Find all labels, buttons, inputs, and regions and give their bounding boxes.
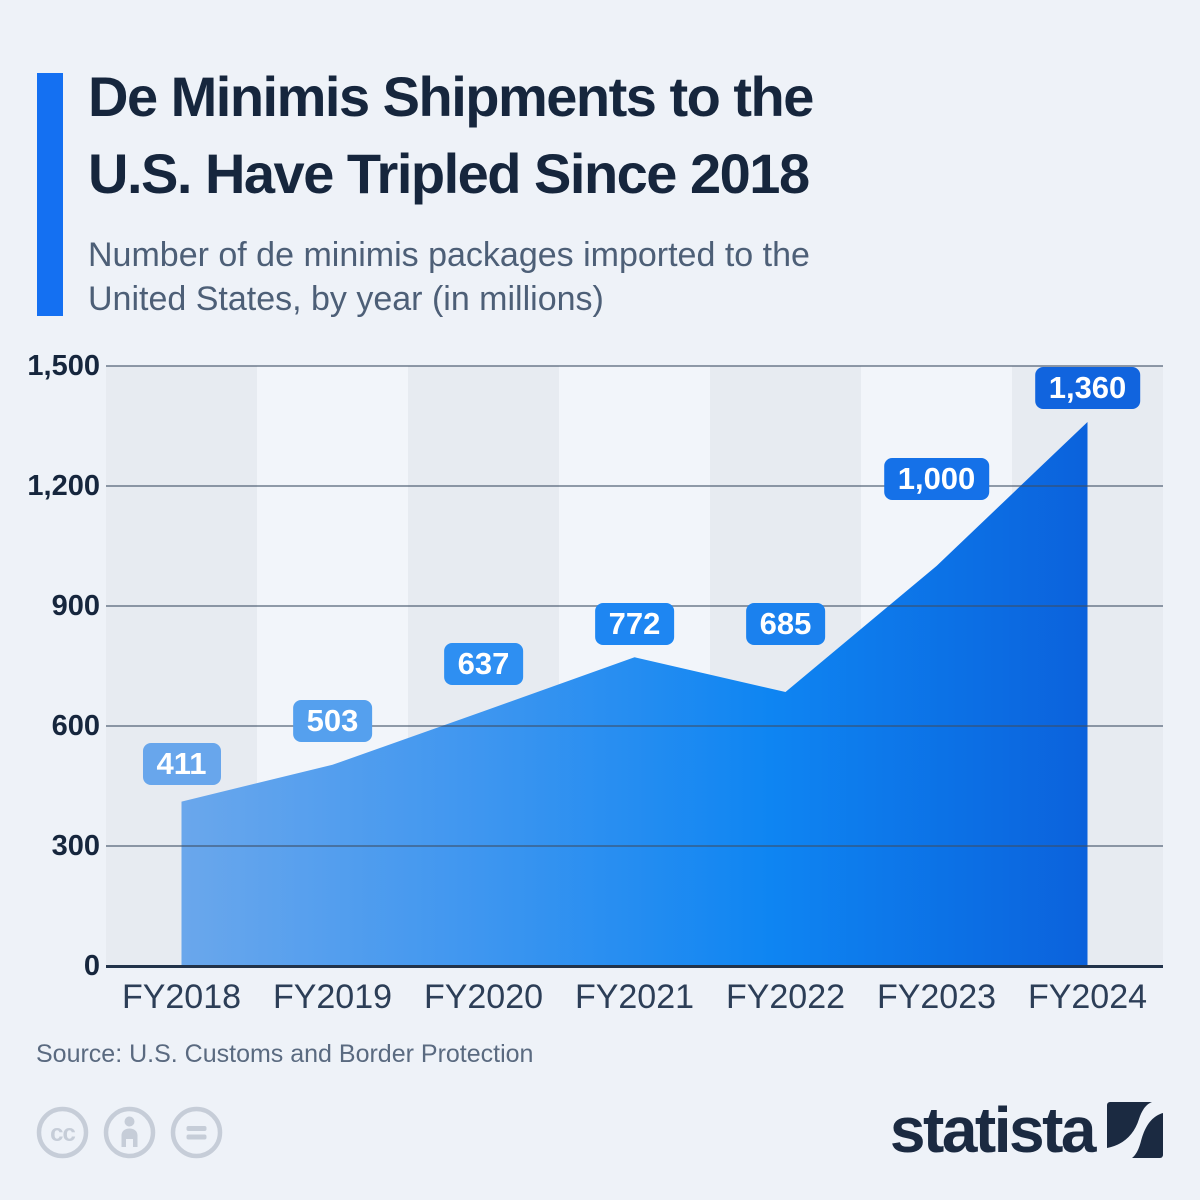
gridline-300	[106, 845, 1163, 847]
cc-icon: cc	[36, 1106, 89, 1159]
value-label-FY2020: 637	[443, 643, 524, 686]
x-axis-label-FY2021: FY2021	[574, 978, 695, 1016]
y-axis-label-900: 900	[51, 590, 100, 622]
value-label-FY2021: 772	[594, 603, 675, 646]
gridline-600	[106, 725, 1163, 727]
x-axis-label-FY2020: FY2020	[423, 978, 544, 1016]
y-axis-label-300: 300	[51, 830, 100, 862]
title-line-2: U.S. Have Tripled Since 2018	[88, 142, 810, 205]
y-axis-label-0: 0	[83, 950, 100, 982]
page-subtitle: Number of de minimis packages imported t…	[88, 233, 1128, 321]
subtitle-line-1: Number of de minimis packages imported t…	[88, 236, 810, 274]
area-polygon	[181, 422, 1088, 966]
title-accent-bar	[37, 73, 63, 316]
x-axis-label-FY2024: FY2024	[1027, 978, 1148, 1016]
svg-text:cc: cc	[50, 1120, 75, 1147]
no-derivatives-icon	[170, 1106, 223, 1159]
value-label-FY2019: 503	[292, 699, 373, 742]
x-axis-label-FY2019: FY2019	[272, 978, 393, 1016]
value-label-FY2022: 685	[745, 603, 826, 645]
attribution-person-icon	[103, 1106, 156, 1159]
license-icons: cc	[36, 1106, 223, 1159]
x-axis-line	[106, 964, 1163, 968]
x-axis-label-FY2018: FY2018	[121, 978, 242, 1016]
gridline-1,200	[106, 485, 1163, 487]
x-axis-label-FY2023: FY2023	[876, 978, 997, 1016]
gridline-1,500	[106, 365, 1163, 367]
value-label-FY2018: 411	[142, 742, 221, 785]
y-axis-label-1,500: 1,500	[27, 350, 100, 382]
source-note: Source: U.S. Customs and Border Protecti…	[36, 1040, 534, 1068]
statista-logo-text: statista	[889, 1094, 1097, 1166]
shipments-area-series	[181, 422, 1088, 966]
page-title: De Minimis Shipments to the U.S. Have Tr…	[88, 58, 1168, 212]
title-line-1: De Minimis Shipments to the	[88, 65, 814, 128]
statista-logo-mark	[1107, 1102, 1163, 1158]
y-axis-label-1,200: 1,200	[27, 470, 100, 502]
subtitle-line-2: United States, by year (in millions)	[88, 280, 604, 318]
statista-logo: statista	[890, 1098, 1163, 1162]
value-label-FY2023: 1,000	[883, 458, 990, 500]
y-axis-label-600: 600	[51, 710, 100, 742]
value-label-FY2024: 1,360	[1034, 367, 1141, 409]
x-axis-label-FY2022: FY2022	[725, 978, 846, 1016]
